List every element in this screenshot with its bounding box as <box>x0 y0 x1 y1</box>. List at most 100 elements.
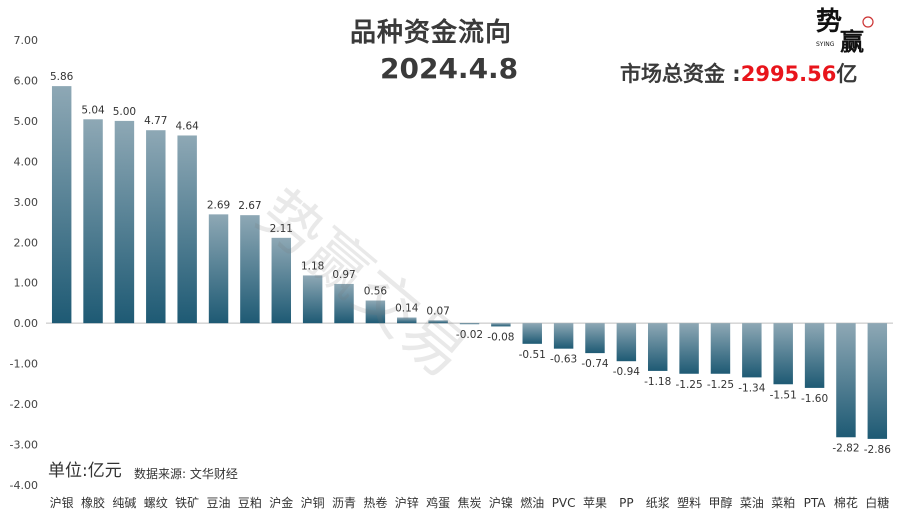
value-label: 0.56 <box>364 286 388 298</box>
y-tick-label: 2.00 <box>14 236 39 249</box>
value-label: 0.97 <box>332 269 355 281</box>
category-label: 豆粕 <box>238 495 262 510</box>
bar-铁矿 <box>177 135 197 324</box>
bar-焦炭 <box>459 323 480 325</box>
bar-PVC <box>553 323 574 349</box>
value-labels: 5.86 5.04 5.00 4.77 4.64 2.69 2.67 2.11 1.18 0.97… <box>50 71 891 456</box>
category-label: PVC <box>552 496 576 510</box>
category-label: 燃油 <box>520 495 544 510</box>
category-label: 鸡蛋 <box>426 495 450 510</box>
svg-text:赢: 赢 <box>840 27 864 56</box>
bar-橡胶 <box>83 119 103 324</box>
y-tick-label: 7.00 <box>14 34 39 47</box>
bar-螺纹 <box>146 130 166 324</box>
value-label: -1.18 <box>644 376 671 388</box>
category-label: PP <box>619 496 633 510</box>
y-tick-label: -4.00 <box>10 479 38 492</box>
bar-鸡蛋 <box>428 320 448 324</box>
bar-白糖 <box>867 323 888 439</box>
category-label: 沥青 <box>332 496 356 510</box>
value-label: -0.51 <box>519 349 546 361</box>
category-label: 沪锌 <box>395 496 419 510</box>
chart-title: 品种资金流向 <box>350 18 513 48</box>
value-label: -1.25 <box>676 379 703 391</box>
category-label: 沪镍 <box>489 496 513 510</box>
svg-text:势: 势 <box>816 7 842 37</box>
category-label: 棉花 <box>834 495 858 510</box>
category-label: 焦炭 <box>457 496 481 510</box>
bar-菜油 <box>742 323 762 378</box>
value-label: 4.77 <box>144 115 167 127</box>
bar-豆粕 <box>240 215 260 324</box>
bar-沥青 <box>334 283 354 324</box>
y-tick-label: 6.00 <box>14 74 39 87</box>
total-unit: 亿 <box>836 62 858 86</box>
value-label: 5.04 <box>81 104 105 116</box>
bar-纯碱 <box>114 120 135 324</box>
category-label: 沪银 <box>50 496 74 510</box>
category-label: 沪金 <box>269 495 293 510</box>
bar-塑料 <box>679 323 699 374</box>
category-label: 菜油 <box>740 496 764 510</box>
bar-棉花 <box>836 323 856 438</box>
bar-纸浆 <box>647 323 668 371</box>
category-label: 苹果 <box>583 496 607 510</box>
category-label: 沪铜 <box>301 495 325 510</box>
category-label: 纸浆 <box>646 495 670 510</box>
source-label: 数据来源: 文华财经 <box>134 467 238 481</box>
y-axis: 7.00 6.00 5.00 4.00 3.00 2.00 1.00 0.00 -1.00 -2.… <box>10 34 893 492</box>
svg-text:SYING: SYING <box>816 41 835 48</box>
bar-燃油 <box>522 323 542 344</box>
value-label: -1.25 <box>707 379 734 391</box>
total-label: 市场总资金 : <box>620 62 741 86</box>
value-label: -0.94 <box>613 366 640 378</box>
value-label: 2.11 <box>270 223 293 235</box>
bar-菜粕 <box>773 323 793 385</box>
bar-沪铜 <box>302 275 323 324</box>
value-label: 5.86 <box>50 71 74 83</box>
bar-沪锌 <box>397 317 417 324</box>
value-label: -0.02 <box>456 329 483 341</box>
y-tick-label: -3.00 <box>10 439 38 452</box>
y-tick-label: 5.00 <box>14 115 39 128</box>
bar-沪银 <box>51 86 72 324</box>
category-label: 豆油 <box>207 496 231 510</box>
category-label: 纯碱 <box>112 496 136 510</box>
value-label: -1.34 <box>738 382 765 394</box>
category-label: 螺纹 <box>144 496 168 510</box>
category-label: 塑料 <box>677 495 701 510</box>
value-label: 1.18 <box>301 260 324 272</box>
category-label: 热卷 <box>363 495 387 510</box>
category-label: 白糖 <box>865 495 889 510</box>
category-label: 铁矿 <box>175 496 199 510</box>
value-label: -0.08 <box>487 331 514 343</box>
bar-豆油 <box>208 214 229 324</box>
market-total: 市场总资金 :2995.56亿 <box>620 58 857 88</box>
bars <box>51 86 888 439</box>
bar-沪镍 <box>491 323 511 327</box>
category-labels: 沪银 橡胶 纯碱 螺纹 铁矿 豆油 豆粕 沪金 沪铜 沥青 热卷 沪锌 鸡蛋 焦炭 沪镍 燃油 PVC 苹果 PP 纸… <box>50 495 890 510</box>
bar-PTA <box>804 323 825 388</box>
value-label: 0.14 <box>395 303 419 315</box>
chart-date: 2024.4.8 <box>380 52 519 85</box>
y-tick-label: 4.00 <box>14 155 39 168</box>
y-tick-label: 1.00 <box>14 277 39 290</box>
bar-苹果 <box>585 323 605 354</box>
category-label: 橡胶 <box>81 495 105 510</box>
y-tick-label: 0.00 <box>14 317 39 330</box>
bar-甲醇 <box>710 323 731 374</box>
value-label: -0.63 <box>550 354 577 366</box>
bar-沪金 <box>271 237 292 324</box>
brand-logo: 势 赢 SYING <box>816 7 874 56</box>
category-label: PTA <box>804 496 827 510</box>
value-label: 4.64 <box>175 120 199 132</box>
bar-热卷 <box>365 300 386 324</box>
value-label: 0.07 <box>426 305 449 317</box>
unit-label: 单位:亿元 <box>48 461 122 481</box>
value-label: -1.60 <box>801 393 828 405</box>
bar-PP <box>616 323 637 362</box>
value-label: -2.82 <box>832 442 859 454</box>
total-value: 2995.56 <box>740 62 837 86</box>
value-label: 2.67 <box>238 200 261 212</box>
